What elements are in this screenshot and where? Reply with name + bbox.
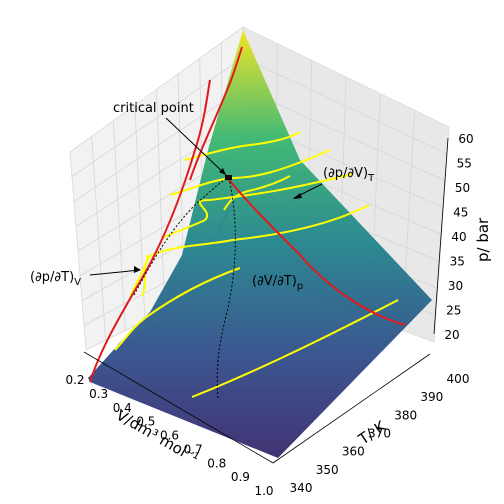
- critical-arrowhead: [219, 168, 226, 175]
- y-tick-400: 400: [447, 372, 470, 386]
- y-tick-340: 340: [290, 481, 313, 495]
- coexistence-curve-0: [133, 177, 229, 296]
- y-tick-350: 350: [316, 463, 339, 477]
- y-axis-line: [272, 353, 431, 464]
- grid-line-x-4: [156, 89, 165, 312]
- isobar-curve-6: [114, 267, 241, 351]
- dpdt-label: (∂p/∂T)V: [30, 270, 81, 288]
- x-tick-0-5: 0.5: [136, 415, 155, 429]
- x-tick-0-2: 0.2: [65, 373, 84, 387]
- isobar-curve-4: [169, 149, 331, 196]
- isobar-curve-2: [129, 254, 149, 298]
- z-tick-45: 45: [453, 206, 468, 220]
- critical-arrow: [165, 117, 227, 176]
- z-tick-25: 25: [446, 304, 461, 318]
- z-tick-60: 60: [458, 132, 473, 146]
- grid-line-x-3: [134, 105, 146, 321]
- isotherm-curve-0: [89, 79, 211, 383]
- isobar-curve-7: [223, 175, 291, 211]
- pressure-surface: [88, 30, 432, 458]
- dpdv-label-main: (∂p/∂V): [323, 166, 368, 181]
- z-axis-line: [433, 137, 449, 335]
- dpdt-arrowhead: [134, 266, 141, 273]
- coexistence-curve-1: [216, 177, 236, 399]
- z-tick-20: 20: [444, 328, 459, 342]
- critical-point-label: critical point: [113, 101, 194, 116]
- y-tick-390: 390: [420, 390, 443, 404]
- x-tick-1-0: 1.0: [254, 484, 273, 498]
- z-tick-50: 50: [455, 181, 470, 195]
- x-tick-0-6: 0.6: [160, 429, 179, 443]
- z-tick-30: 30: [448, 279, 463, 293]
- z-tick-35: 35: [450, 255, 465, 269]
- dpdv-arrowhead: [293, 193, 302, 199]
- y-tick-380: 380: [394, 408, 417, 422]
- z-tick-40: 40: [451, 230, 466, 244]
- z-axis-label: p/ bar: [474, 217, 492, 262]
- z-tick-55: 55: [457, 157, 472, 171]
- isotherm-curve-2: [225, 175, 406, 326]
- grid-line-x-0: [69, 151, 87, 351]
- dvdt-label-sub: p: [297, 281, 303, 292]
- grid-line-x-1: [91, 136, 107, 341]
- dvdt-label-main: (∂V/∂T): [252, 274, 297, 289]
- y-tick-360: 360: [342, 445, 365, 459]
- dpdv-label: (∂p/∂V)T: [323, 166, 375, 184]
- x-tick-0-3: 0.3: [89, 387, 108, 401]
- isotherm-curve-1: [189, 46, 243, 181]
- critical-point-marker: [225, 175, 232, 180]
- x-tick-0-7: 0.7: [184, 442, 203, 456]
- dvdt-label: (∂V/∂T)p: [252, 274, 303, 292]
- x-axis-line: [83, 351, 274, 464]
- dpdt-arrow: [89, 269, 141, 276]
- dpdt-label-main: (∂p/∂T): [30, 270, 74, 285]
- tick-labels: 0.20.30.40.50.60.70.80.91.0 3403503603703…: [65, 132, 473, 498]
- x-tick-0-9: 0.9: [231, 470, 250, 484]
- isobar-curve-3: [161, 173, 353, 239]
- dpdt-label-sub: V: [74, 277, 81, 288]
- y-tick-370: 370: [368, 427, 391, 441]
- x-tick-0-8: 0.8: [207, 456, 226, 470]
- curves-layer: [89, 46, 406, 399]
- isobar-curve-5: [183, 131, 301, 161]
- surface-dip: [117, 199, 236, 346]
- x-tick-0-4: 0.4: [113, 401, 132, 415]
- dpdv-label-sub: T: [367, 173, 375, 184]
- grid-line-x-2: [112, 120, 126, 331]
